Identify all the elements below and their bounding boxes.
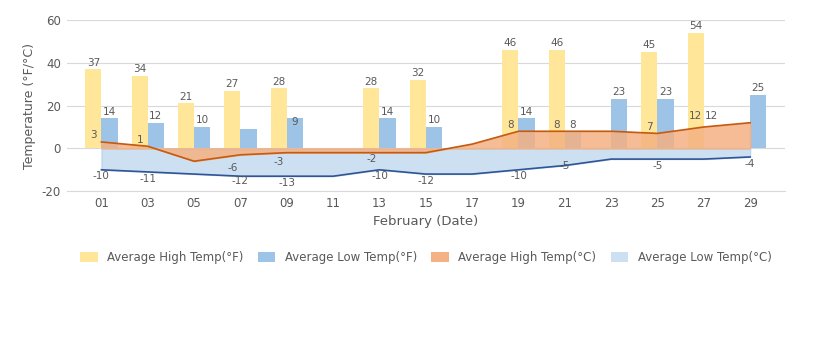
Text: 8: 8 xyxy=(554,119,560,130)
Text: 12: 12 xyxy=(689,111,702,121)
Bar xyxy=(287,118,303,148)
Bar xyxy=(194,127,210,148)
Text: 1: 1 xyxy=(136,135,143,144)
Text: 7: 7 xyxy=(646,122,652,132)
Text: 54: 54 xyxy=(689,21,702,31)
Bar xyxy=(178,104,194,148)
Bar xyxy=(687,33,704,148)
Bar xyxy=(148,123,164,148)
Text: 10: 10 xyxy=(427,115,441,125)
Text: -10: -10 xyxy=(371,172,388,181)
Bar xyxy=(426,127,442,148)
Bar xyxy=(750,95,766,148)
Legend: Average High Temp(°F), Average Low Temp(°F), Average High Temp(°C), Average Low : Average High Temp(°F), Average Low Temp(… xyxy=(74,245,778,270)
Bar xyxy=(502,50,519,148)
Text: -13: -13 xyxy=(278,178,295,188)
Bar xyxy=(271,88,287,148)
Text: 32: 32 xyxy=(411,68,424,78)
Bar xyxy=(241,129,256,148)
Text: 46: 46 xyxy=(504,38,517,48)
X-axis label: February (Date): February (Date) xyxy=(374,215,478,228)
Text: 10: 10 xyxy=(196,115,209,125)
Text: 8: 8 xyxy=(569,119,576,130)
Text: 12: 12 xyxy=(149,111,163,121)
Bar xyxy=(611,99,627,148)
Text: -12: -12 xyxy=(417,176,434,186)
Text: 8: 8 xyxy=(507,119,514,130)
Text: -6: -6 xyxy=(227,163,237,173)
Bar xyxy=(409,80,426,148)
Text: 14: 14 xyxy=(103,107,116,117)
Text: -4: -4 xyxy=(745,159,755,169)
Bar xyxy=(131,76,148,148)
Text: 34: 34 xyxy=(133,64,146,74)
Bar xyxy=(564,131,581,148)
Text: 23: 23 xyxy=(613,88,626,97)
Text: 45: 45 xyxy=(642,41,656,50)
Bar xyxy=(364,88,379,148)
Bar xyxy=(101,118,118,148)
Text: -10: -10 xyxy=(93,172,110,181)
Text: 21: 21 xyxy=(179,92,193,102)
Bar xyxy=(85,69,101,148)
Text: 27: 27 xyxy=(226,79,239,89)
Text: 28: 28 xyxy=(364,77,378,87)
Text: -12: -12 xyxy=(232,176,249,186)
Text: -11: -11 xyxy=(139,174,156,184)
Text: -3: -3 xyxy=(273,156,284,167)
Bar xyxy=(642,52,657,148)
Bar xyxy=(224,90,241,148)
Text: -2: -2 xyxy=(366,154,377,164)
Text: -5: -5 xyxy=(559,161,570,171)
Bar xyxy=(657,99,674,148)
Text: 23: 23 xyxy=(659,88,672,97)
Bar xyxy=(519,118,535,148)
Bar xyxy=(549,50,564,148)
Text: -5: -5 xyxy=(652,161,662,171)
Text: 14: 14 xyxy=(381,107,394,117)
Text: 12: 12 xyxy=(706,111,719,121)
Text: 3: 3 xyxy=(90,130,96,140)
Text: -10: -10 xyxy=(510,172,527,181)
Text: 14: 14 xyxy=(520,107,533,117)
Text: 9: 9 xyxy=(291,117,298,127)
Text: 25: 25 xyxy=(752,83,765,93)
Text: 37: 37 xyxy=(86,58,100,67)
Y-axis label: Temperature (°F/°C): Temperature (°F/°C) xyxy=(23,43,37,169)
Text: 46: 46 xyxy=(550,38,564,48)
Bar xyxy=(379,118,396,148)
Text: 28: 28 xyxy=(272,77,286,87)
